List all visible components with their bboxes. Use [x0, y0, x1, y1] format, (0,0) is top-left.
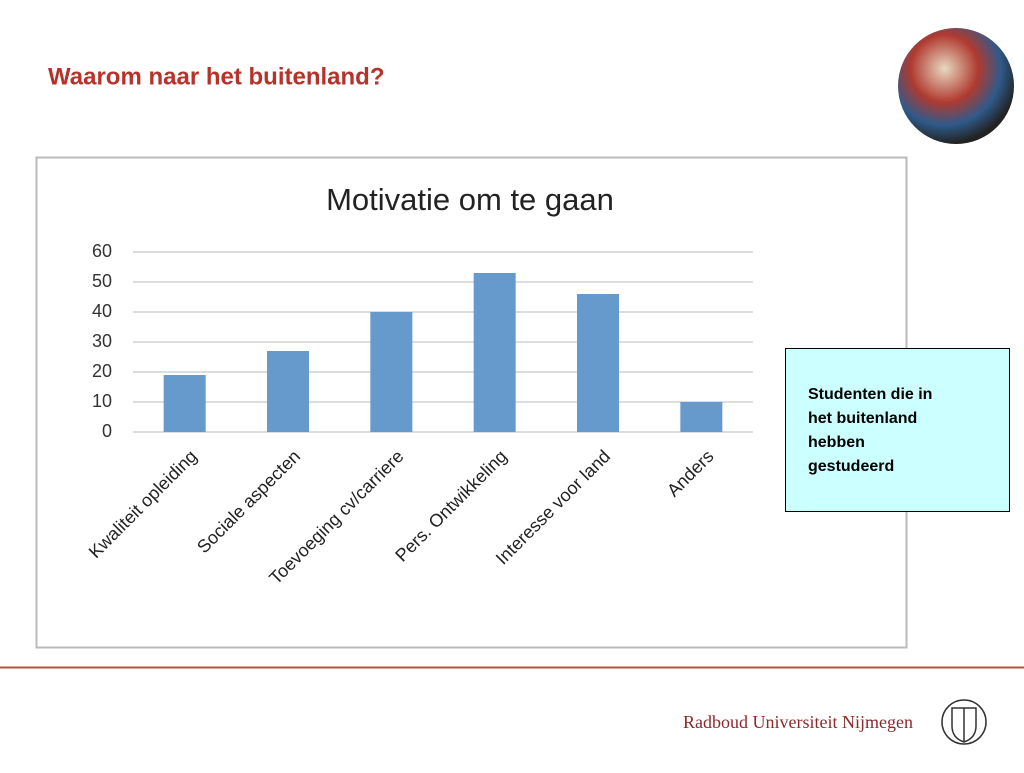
- note: Studenten die in het buitenland hebben gest…: [808, 386, 932, 475]
- y-tick-label: 10: [92, 391, 112, 411]
- university-logo: [941, 699, 987, 745]
- footer-text: Radboud Universiteit Nijmegen: [683, 712, 913, 732]
- bar: [577, 294, 619, 432]
- y-tick-label: 20: [92, 361, 112, 381]
- slide-title: Waarom naar het buitenland?: [48, 63, 384, 90]
- y-tick-label: 30: [92, 331, 112, 351]
- note-text: hebben: [808, 434, 865, 451]
- note-text: het buitenland: [808, 410, 917, 427]
- globe-image: [898, 28, 1014, 144]
- bar: [680, 402, 723, 432]
- note-text: Studenten die in: [808, 386, 932, 403]
- bar: [163, 375, 206, 432]
- y-tick-label: 60: [92, 241, 112, 261]
- bar: [267, 351, 309, 432]
- chart-title: Motivatie om te gaan: [326, 182, 614, 217]
- note-box: [785, 348, 1010, 512]
- bar: [370, 312, 413, 432]
- y-tick-label: 50: [92, 271, 112, 291]
- y-tick-label: 0: [102, 421, 112, 441]
- note-text: gestudeerd: [808, 458, 894, 475]
- y-tick-label: 40: [92, 301, 112, 321]
- bar: [473, 273, 516, 432]
